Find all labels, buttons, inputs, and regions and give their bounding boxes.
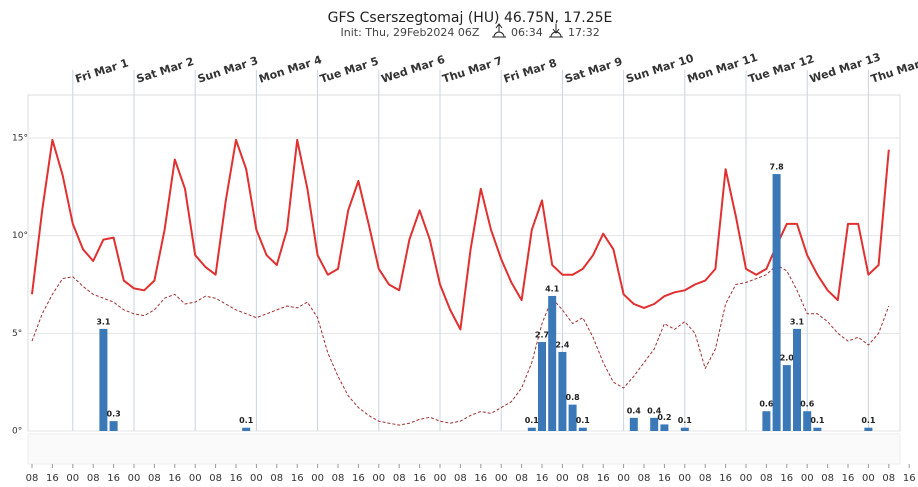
y-tick-label: 0° [12,427,22,437]
sunset-time: 17:32 [568,26,600,39]
precip-label: 0.1 [525,416,540,425]
x-tick-label: 08 [209,473,222,484]
precip-bar [782,365,791,431]
x-tick-label: 08 [821,473,834,484]
precip-bar [793,328,801,431]
precip-label: 0.2 [657,413,671,422]
precip-bar [578,427,587,431]
x-tick-label: 16 [842,473,855,484]
x-tick-label: 16 [291,473,304,484]
x-tick-label: 16 [719,473,732,484]
x-tick-label: 00 [740,473,753,484]
x-tick-label: 00 [617,473,630,484]
precip-label: 0.1 [678,416,693,425]
precip-bar [680,427,689,431]
precip-bar [109,421,118,431]
precip-label: 2.7 [535,331,549,340]
x-tick-label: 08 [699,473,712,484]
precip-label: 0.8 [566,393,581,402]
x-tick-label: 16 [46,473,59,484]
x-tick-label: 08 [576,473,589,484]
precip-bar [803,411,812,431]
x-tick-label: 16 [352,473,365,484]
precip-label: 0.4 [627,406,642,415]
precip-bar [558,351,567,431]
x-tick-label: 00 [66,473,79,484]
precip-bar [99,328,108,431]
x-tick-label: 08 [760,473,773,484]
x-tick-label: 16 [413,473,426,484]
sunrise-icon [492,23,506,38]
precip-bar [762,411,771,431]
precip-label: 0.1 [861,416,876,425]
x-tick-label: 16 [107,473,120,484]
y-tick-label: 10° [12,231,28,241]
x-tick-label: 08 [515,473,528,484]
x-tick-label: 16 [230,473,243,484]
precip-label: 0.1 [239,416,254,425]
x-tick-label: 08 [393,473,406,484]
precip-bar [538,342,546,431]
precip-bar [660,424,669,431]
sunset-icon [549,24,563,38]
precip-label: 0.4 [647,406,662,415]
x-tick-label: 16 [903,473,916,484]
precip-label: 4.1 [545,284,560,293]
precip-label: 2.4 [555,340,570,349]
precip-label: 0.1 [576,416,591,425]
temperature-line [31,138,890,331]
x-tick-label: 16 [168,473,181,484]
precip-bar [548,295,557,431]
precip-bar [772,174,781,431]
x-tick-label: 00 [250,473,263,484]
y-tick-label: 15° [12,133,28,143]
x-tick-label: 16 [474,473,487,484]
x-tick-label: 16 [597,473,610,484]
chart-subtitle: Init: Thu, 29Feb2024 06Z [341,26,480,39]
precip-bar [242,427,251,431]
x-tick-label: 00 [311,473,324,484]
x-tick-label: 08 [332,473,345,484]
precip-bar [650,417,659,431]
precip-label: 0.6 [759,400,774,409]
x-tick-label: 00 [801,473,814,484]
x-tick-label: 16 [536,473,549,484]
y-tick-label: 5° [12,329,22,339]
x-tick-label: 08 [26,473,39,484]
x-tick-label: 00 [862,473,875,484]
x-tick-label: 00 [434,473,447,484]
x-tick-label: 08 [87,473,100,484]
precip-label: 3.1 [790,317,805,326]
x-tick-label: 08 [148,473,161,484]
precip-bar [813,427,822,431]
precip-bar [864,427,873,431]
x-tick-label: 08 [638,473,651,484]
wind-row [27,433,901,465]
x-tick-label: 08 [882,473,895,484]
precip-label: 0.1 [810,416,825,425]
x-tick-label: 00 [495,473,508,484]
precip-label: 2.0 [780,354,795,363]
x-tick-label: 16 [658,473,671,484]
precip-bar [629,417,638,431]
x-tick-label: 00 [189,473,202,484]
x-tick-label: 08 [270,473,283,484]
precip-label: 0.3 [107,410,121,419]
precip-bar [527,427,536,431]
x-tick-label: 00 [678,473,691,484]
precip-label: 0.6 [800,400,815,409]
x-tick-label: 00 [372,473,385,484]
x-tick-label: 00 [556,473,569,484]
x-tick-label: 16 [780,473,793,484]
sunrise-time: 06:34 [511,26,543,39]
precip-bar [568,404,577,431]
precip-label: 7.8 [770,163,785,172]
x-tick-label: 08 [454,473,467,484]
precip-label: 3.1 [96,317,111,326]
chart-title: GFS Cserszegtomaj (HU) 46.75N, 17.25E [328,10,613,26]
x-tick-label: 00 [128,473,141,484]
dewpoint-line [31,264,890,426]
